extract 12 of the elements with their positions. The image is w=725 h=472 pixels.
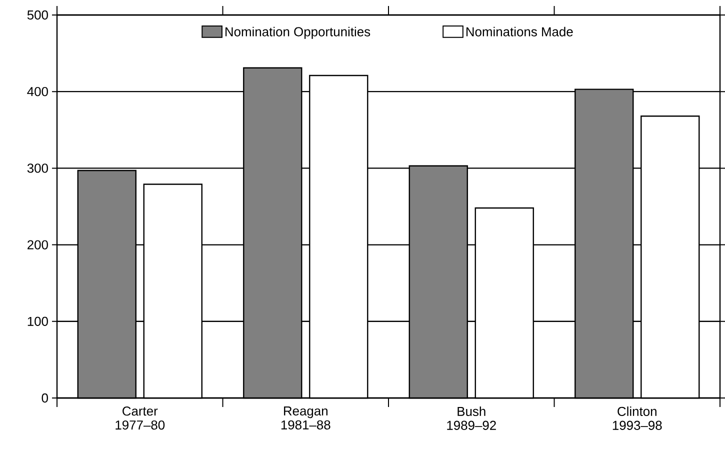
- y-tick-label: 500: [27, 10, 48, 20]
- x-tick-label: Reagan 1981–88: [281, 406, 330, 430]
- x-tick-label: Bush 1989–92: [447, 406, 496, 430]
- y-tick-label: 100: [28, 316, 48, 326]
- x-tick-label: Clinton 1993–98: [612, 406, 662, 430]
- y-tick-label: 200: [28, 240, 48, 250]
- y-tick-label: 300: [27, 164, 48, 173]
- legend-label: Nominations Made: [466, 26, 573, 36]
- y-tick-label: 0: [42, 393, 48, 403]
- x-tick-label: Carter 1977–80: [116, 406, 165, 430]
- y-tick-label: 400: [27, 87, 48, 96]
- legend-label: Nomination Opportunities: [226, 26, 370, 39]
